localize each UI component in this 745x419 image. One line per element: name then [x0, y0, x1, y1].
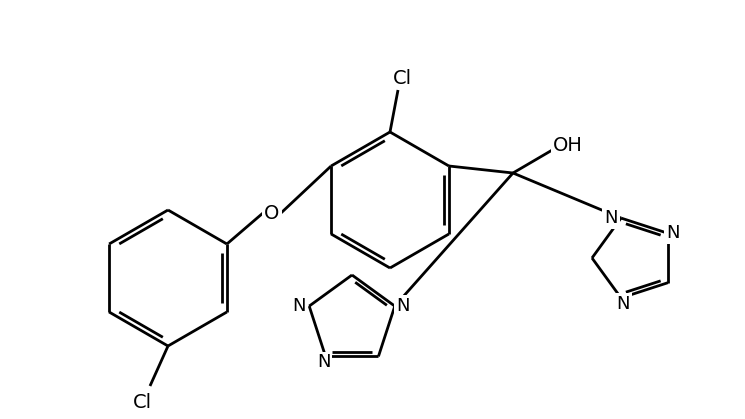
Text: N: N [396, 297, 410, 315]
Text: Cl: Cl [393, 68, 411, 88]
Text: OH: OH [553, 135, 583, 155]
Text: N: N [293, 297, 306, 315]
Text: N: N [604, 209, 618, 227]
Text: N: N [666, 224, 679, 242]
Text: Cl: Cl [133, 393, 151, 412]
Text: N: N [317, 353, 330, 371]
Text: N: N [616, 295, 630, 313]
Text: O: O [264, 204, 279, 222]
